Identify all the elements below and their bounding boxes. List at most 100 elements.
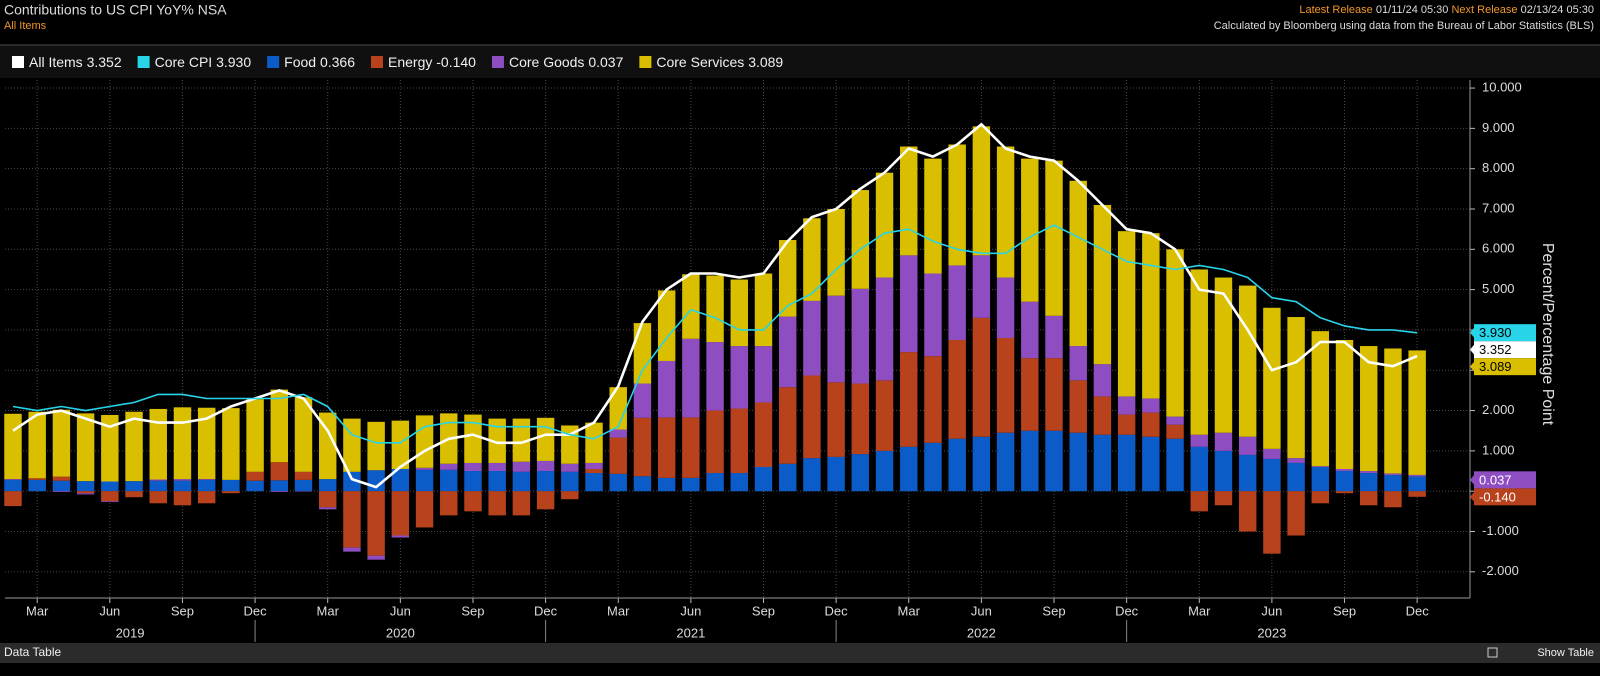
x-tick-label: Dec bbox=[1406, 603, 1430, 618]
show-table-icon[interactable] bbox=[1487, 647, 1498, 658]
y-axis-label: Percent/Percentage Point bbox=[1539, 243, 1556, 426]
bar bbox=[415, 469, 434, 492]
bar bbox=[706, 410, 724, 474]
bar bbox=[996, 277, 1015, 338]
bar bbox=[125, 481, 143, 492]
legend-bg bbox=[0, 46, 1600, 78]
bar bbox=[900, 255, 918, 353]
bar bbox=[440, 463, 458, 470]
x-tick-label: Dec bbox=[534, 603, 558, 618]
bar bbox=[1214, 277, 1233, 433]
bar bbox=[851, 383, 870, 455]
bar bbox=[682, 274, 700, 339]
bar bbox=[318, 491, 337, 508]
bar bbox=[28, 479, 46, 492]
line bbox=[12, 224, 1418, 444]
legend-entry: Core CPI 3.930 bbox=[155, 54, 252, 70]
bar bbox=[948, 144, 966, 266]
year-label: 2021 bbox=[676, 625, 705, 640]
bar bbox=[657, 360, 676, 418]
bar bbox=[1311, 331, 1330, 467]
bar bbox=[1166, 416, 1184, 425]
bar bbox=[536, 460, 555, 472]
y-tick-label: 10.000 bbox=[1482, 79, 1522, 94]
bar bbox=[76, 491, 95, 494]
bar bbox=[52, 476, 71, 481]
bar bbox=[585, 462, 603, 470]
axis-tag bbox=[1474, 341, 1536, 359]
bar bbox=[1335, 340, 1354, 470]
year-label: 2023 bbox=[1257, 625, 1286, 640]
bar bbox=[633, 476, 652, 492]
bar bbox=[76, 481, 95, 492]
bar bbox=[803, 218, 821, 301]
subtitle: All Items bbox=[4, 20, 47, 32]
bar bbox=[1263, 307, 1281, 449]
line bbox=[12, 123, 1418, 489]
footer-bg bbox=[0, 643, 1600, 663]
bar bbox=[1214, 491, 1233, 506]
bar bbox=[1408, 491, 1426, 497]
axis-tag-pointer bbox=[1470, 490, 1475, 503]
x-tick-label: Mar bbox=[1188, 603, 1211, 618]
x-tick-label: Dec bbox=[244, 603, 268, 618]
bar bbox=[633, 417, 652, 477]
bar bbox=[1287, 491, 1305, 536]
bar bbox=[657, 477, 676, 492]
latest-release: 01/11/24 05:30 bbox=[1376, 4, 1449, 16]
bar bbox=[173, 491, 192, 506]
bar bbox=[464, 462, 482, 472]
bar bbox=[415, 491, 434, 528]
bar bbox=[536, 491, 555, 510]
y-tick-label: -2.000 bbox=[1482, 563, 1519, 578]
axis-tag-pointer bbox=[1470, 473, 1475, 486]
bar bbox=[343, 418, 361, 472]
axis-tag-pointer bbox=[1470, 343, 1475, 356]
x-tick-label: Dec bbox=[1115, 603, 1139, 618]
bar bbox=[294, 479, 313, 492]
bar bbox=[924, 356, 942, 443]
legend-value: 3.352 bbox=[87, 54, 122, 70]
x-tick-label: Sep bbox=[752, 603, 775, 618]
axis-tag-label: -0.140 bbox=[1479, 489, 1516, 504]
bar bbox=[294, 397, 313, 472]
x-tick-label: Sep bbox=[171, 603, 194, 618]
bar bbox=[391, 469, 410, 492]
y-tick-label: 6.000 bbox=[1482, 241, 1515, 256]
header-bg bbox=[0, 0, 1600, 44]
bar bbox=[754, 273, 773, 347]
bar bbox=[536, 471, 555, 492]
y-tick-label: 7.000 bbox=[1482, 200, 1515, 215]
x-tick-label: Jun bbox=[390, 603, 411, 618]
bar bbox=[682, 338, 700, 418]
source: Calculated by Bloomberg using data from … bbox=[1214, 20, 1594, 32]
bar bbox=[730, 279, 748, 347]
bar bbox=[149, 479, 167, 481]
bar bbox=[778, 316, 797, 388]
bar bbox=[440, 491, 458, 516]
bar bbox=[657, 290, 676, 361]
bar bbox=[1214, 432, 1233, 451]
bar bbox=[682, 477, 700, 492]
bar bbox=[1166, 249, 1184, 417]
bar bbox=[318, 507, 337, 510]
bar bbox=[730, 346, 748, 409]
x-tick-label: Mar bbox=[607, 603, 630, 618]
x-tick-label: Jun bbox=[99, 603, 120, 618]
release-info: Latest Release 01/11/24 05:30 Next Relea… bbox=[1299, 4, 1594, 16]
bar bbox=[512, 418, 531, 462]
y-tick-label: 1.000 bbox=[1482, 442, 1515, 457]
legend-entry: Core Services 3.089 bbox=[656, 54, 783, 70]
show-table-button[interactable]: Show Table bbox=[1537, 647, 1594, 659]
bar bbox=[488, 462, 506, 472]
bar bbox=[101, 414, 119, 482]
bar bbox=[1142, 398, 1160, 413]
legend-name: Food bbox=[284, 54, 316, 70]
bar bbox=[270, 462, 289, 481]
legend-name: Core CPI bbox=[155, 54, 213, 70]
bar bbox=[488, 491, 506, 516]
bar bbox=[972, 126, 991, 256]
bar bbox=[125, 491, 143, 498]
legend-value: 3.930 bbox=[216, 54, 251, 70]
